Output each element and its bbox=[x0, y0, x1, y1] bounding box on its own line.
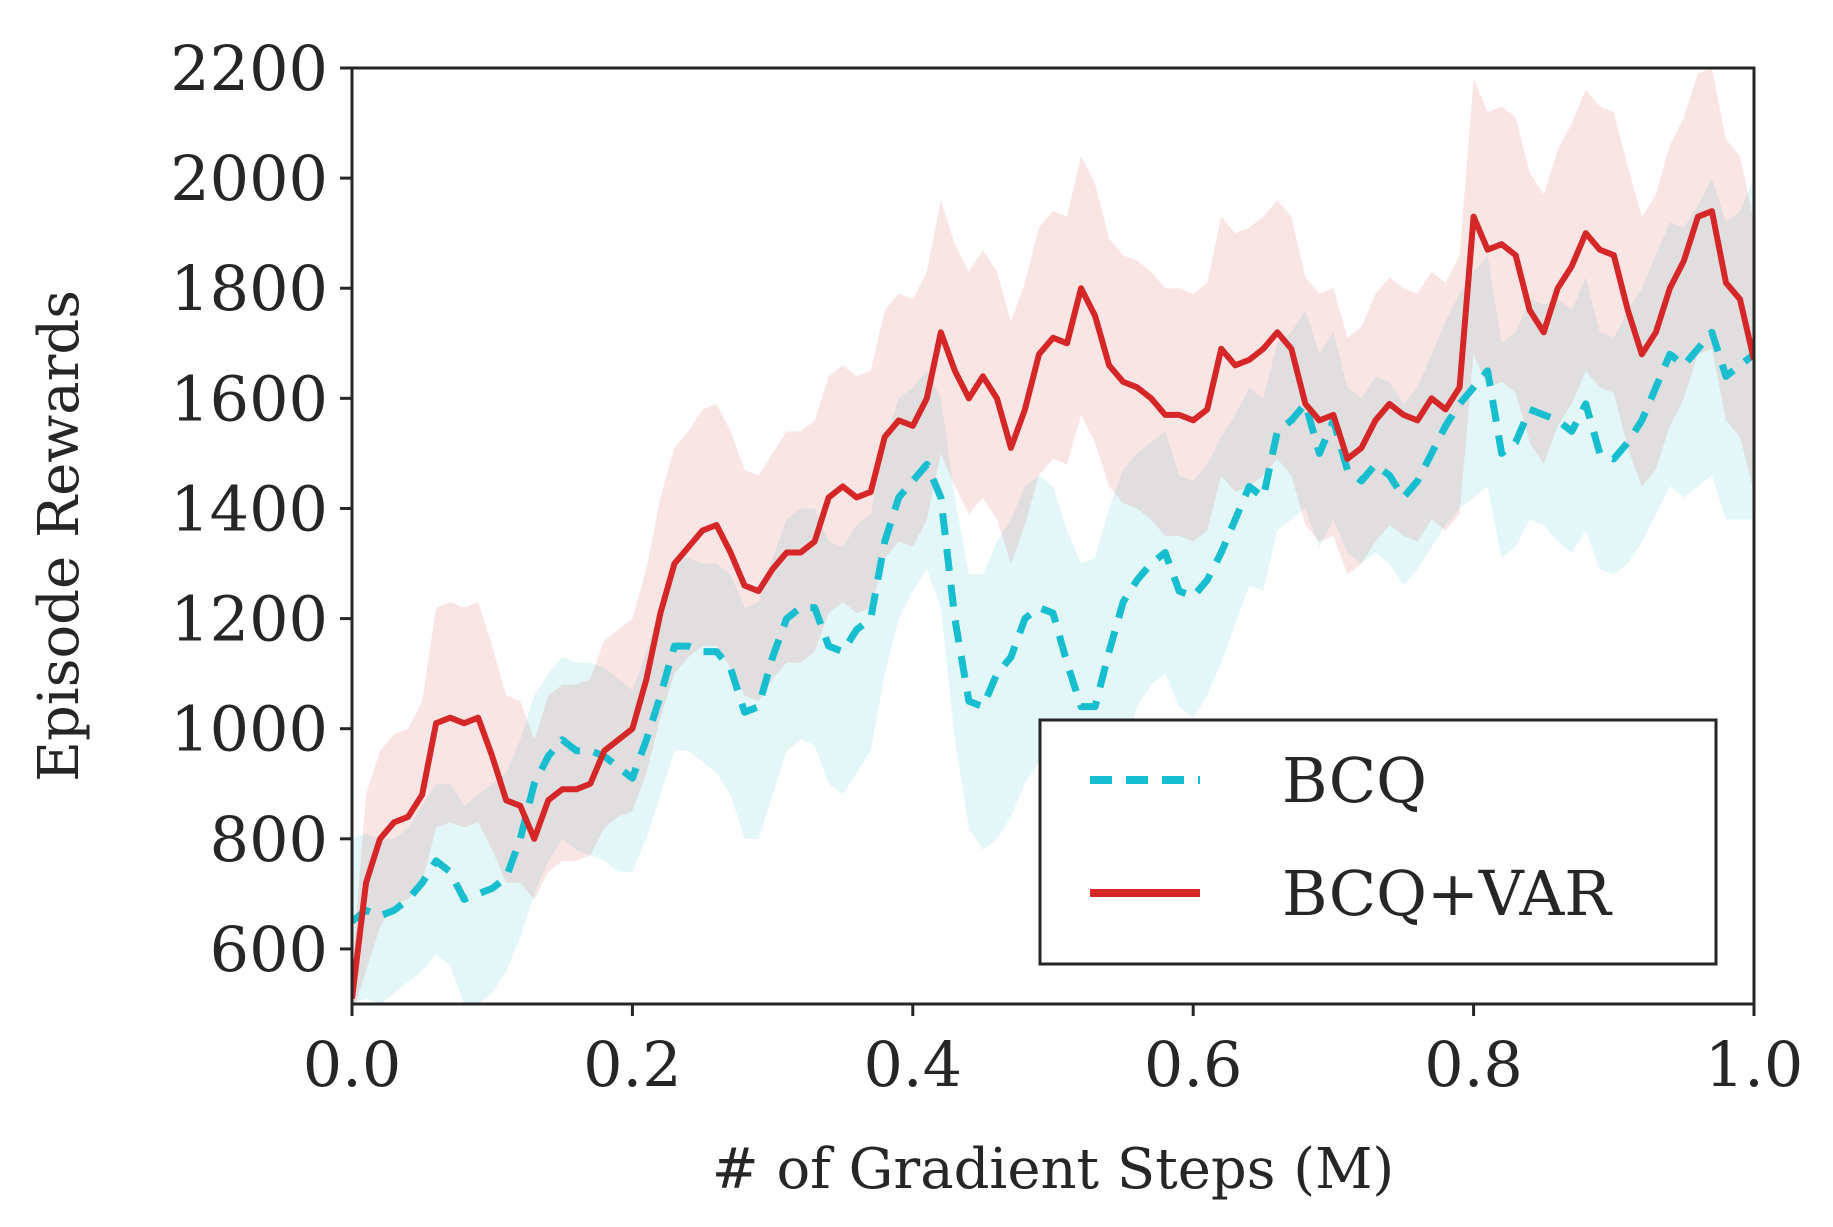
axis-ticks: 0.0 0.2 0.4 0.6 0.8 1.0 600 800 1000 1200 1400 1600… bbox=[170, 32, 1803, 1101]
confidence-bands bbox=[352, 68, 1754, 1004]
x-tick-label: 0.2 bbox=[583, 1028, 682, 1101]
line-bcq-var bbox=[352, 208, 1754, 999]
band-bcq bbox=[352, 178, 1754, 1004]
x-tick-label: 0.6 bbox=[1144, 1028, 1243, 1101]
y-tick-label: 1600 bbox=[170, 362, 328, 435]
line-bcq bbox=[352, 328, 1754, 925]
y-tick-label: 600 bbox=[210, 913, 328, 986]
y-tick-label: 800 bbox=[210, 803, 328, 876]
legend-label-bcq-var: BCQ+VAR bbox=[1282, 857, 1613, 930]
legend-label-bcq: BCQ bbox=[1282, 744, 1427, 817]
plot-frame bbox=[350, 66, 1756, 1006]
x-tick-label: 0.0 bbox=[303, 1028, 402, 1101]
y-tick-label: 2000 bbox=[170, 142, 328, 215]
band-bcq-var bbox=[352, 68, 1754, 1004]
y-tick-label: 1800 bbox=[170, 252, 328, 325]
x-axis-label: # of Gradient Steps (M) bbox=[712, 1137, 1395, 1202]
legend-box bbox=[1038, 718, 1718, 966]
x-tick-label: 0.4 bbox=[863, 1028, 962, 1101]
y-axis-label: Episode Rewards bbox=[27, 290, 92, 782]
y-tick-label: 2200 bbox=[170, 32, 328, 105]
x-tick-label: 1.0 bbox=[1705, 1028, 1804, 1101]
y-tick-label: 1000 bbox=[170, 693, 328, 766]
series-lines bbox=[352, 208, 1754, 999]
legend: BCQ BCQ+VAR bbox=[1038, 718, 1718, 966]
y-tick-label: 1200 bbox=[170, 583, 328, 656]
y-tick-label: 1400 bbox=[170, 472, 328, 545]
x-tick-label: 0.8 bbox=[1424, 1028, 1523, 1101]
